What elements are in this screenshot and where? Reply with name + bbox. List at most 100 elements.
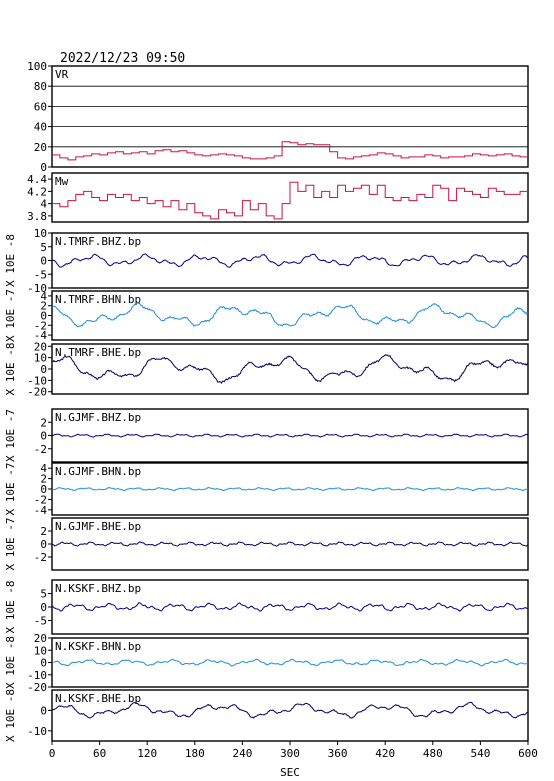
y-tick-label: 0 [40,601,47,614]
y-tick-label: 0 [40,430,47,443]
panel-name: N.TMRF.BHZ.bp [55,235,141,248]
panel-vr: 0 20 40 60 80 100 VR [27,60,529,174]
x-axis-label: SEC [280,766,300,779]
y-axis-label: X 10E -7 [4,289,17,342]
y-tick-label: 20 [34,340,47,353]
y-tick-label: -10 [27,374,47,387]
panel-name: VR [55,68,69,81]
y-tick-label: 4.2 [27,185,47,198]
x-tick-label: 60 [93,747,106,760]
y-tick-label: 4 [40,462,47,475]
series-line-vr [52,141,528,161]
y-tick-label: 4.4 [27,173,47,186]
panel-name: N.KSKF.BHE.bp [55,692,141,705]
y-tick-label: -10 [27,725,47,738]
panel-gjmf_bhe: -202 N.GJMF.BHE.bp X 10E -7 [4,517,529,571]
y-axis-label: X 10E -8 [4,343,17,396]
x-tick-label: 120 [137,747,157,760]
y-tick-label: 20 [34,632,47,645]
y-tick-label: 0 [40,704,47,717]
y-tick-label: -2 [34,551,47,564]
y-tick-label: 3.8 [27,210,47,223]
x-tick-label: 600 [518,747,538,760]
x-tick-label: 540 [470,747,490,760]
y-tick-label: 100 [27,60,47,73]
x-tick-label: 360 [328,747,348,760]
series-line-kskf_bhn [51,658,529,667]
panel-name: N.GJMF.BHE.bp [55,520,141,533]
y-tick-label: 0 [40,310,47,323]
y-tick-label: 5 [40,241,47,254]
panel-kskf_bhz: -505 N.KSKF.BHZ.bp X 10E -8 [4,579,529,635]
y-tick-label: 2 [40,300,47,313]
y-tick-label: 4 [40,290,47,303]
y-tick-label: -20 [27,681,47,694]
y-axis-label: X 10E -8 [4,234,17,287]
y-tick-label: -2 [34,319,47,332]
y-tick-label: 60 [34,100,47,113]
y-tick-label: 2 [40,525,47,538]
y-tick-label: 10 [34,352,47,365]
y-tick-label: 4 [40,198,47,211]
y-tick-label: 10 [34,644,47,657]
x-tick-label: 0 [49,747,56,760]
x-tick-label: 240 [232,747,252,760]
y-tick-label: 0 [40,657,47,670]
panel-name: N.TMRF.BHN.bp [55,293,141,306]
panel-name: N.KSKF.BHN.bp [55,640,141,653]
x-tick-label: 420 [375,747,395,760]
y-tick-label: 0 [40,483,47,496]
series-line-gjmf_bhe [52,541,529,547]
y-tick-label: 0 [40,538,47,551]
panel-frame [51,172,529,223]
x-tick-label: 300 [280,747,300,760]
y-tick-label: 80 [34,80,47,93]
y-tick-label: -4 [34,329,48,342]
timestamp-title: 2022/12/23 09:50 [60,51,185,66]
panel-name: N.GJMF.BHN.bp [55,465,141,478]
y-tick-label: -2 [34,443,47,456]
y-axis-label: X 10E -8 [4,689,17,742]
y-axis-label: X 10E -7 [4,409,17,462]
panel-name: N.TMRF.BHE.bp [55,346,141,359]
series-line-tmrf_bhz [51,253,529,268]
series-line-kskf_bhe [51,701,529,719]
panel-kskf_bhe: -10 0 N.KSKF.BHE.bp X 10E -8 [4,689,529,742]
panel-name: N.GJMF.BHZ.bp [55,411,141,424]
y-axis-label: X 10E -7 [4,518,17,571]
x-tick-label: 180 [185,747,205,760]
y-tick-label: -10 [27,669,47,682]
panel-frame [51,65,529,168]
panel-name: Mw [55,175,69,188]
y-tick-label: -10 [27,282,47,295]
panel-name: N.KSKF.BHZ.bp [55,582,141,595]
panel-mw: 3.844.24.4 Mw [27,172,529,223]
y-tick-label: -2 [34,493,47,506]
y-tick-label: -4 [34,504,48,517]
series-line-tmrf_bhn [51,301,529,329]
x-axis: 0 60 120 180 240 300 360 420 480 540 600 [49,741,538,760]
y-tick-label: 2 [40,473,47,486]
y-tick-label: 5 [40,588,47,601]
y-tick-label: 0 [40,255,47,268]
x-tick-label: 480 [423,747,443,760]
y-tick-label: 2 [40,416,47,429]
y-axis-label: X 10E -7 [4,463,17,516]
y-axis-label: X 10E -8 [4,581,17,634]
y-tick-label: 20 [34,141,47,154]
y-axis-label: X 10E -8 [4,636,17,689]
y-tick-label: -20 [27,386,47,399]
panel-gjmf_bhz: -202 N.GJMF.BHZ.bp X 10E -7 [4,408,529,463]
y-tick-label: -5 [34,615,47,628]
y-tick-label: 10 [34,227,47,240]
series-line-tmrf_bhe [51,354,529,385]
y-tick-label: 0 [40,161,47,174]
series-line-gjmf_bhn [51,486,529,492]
y-tick-label: 0 [40,363,47,376]
